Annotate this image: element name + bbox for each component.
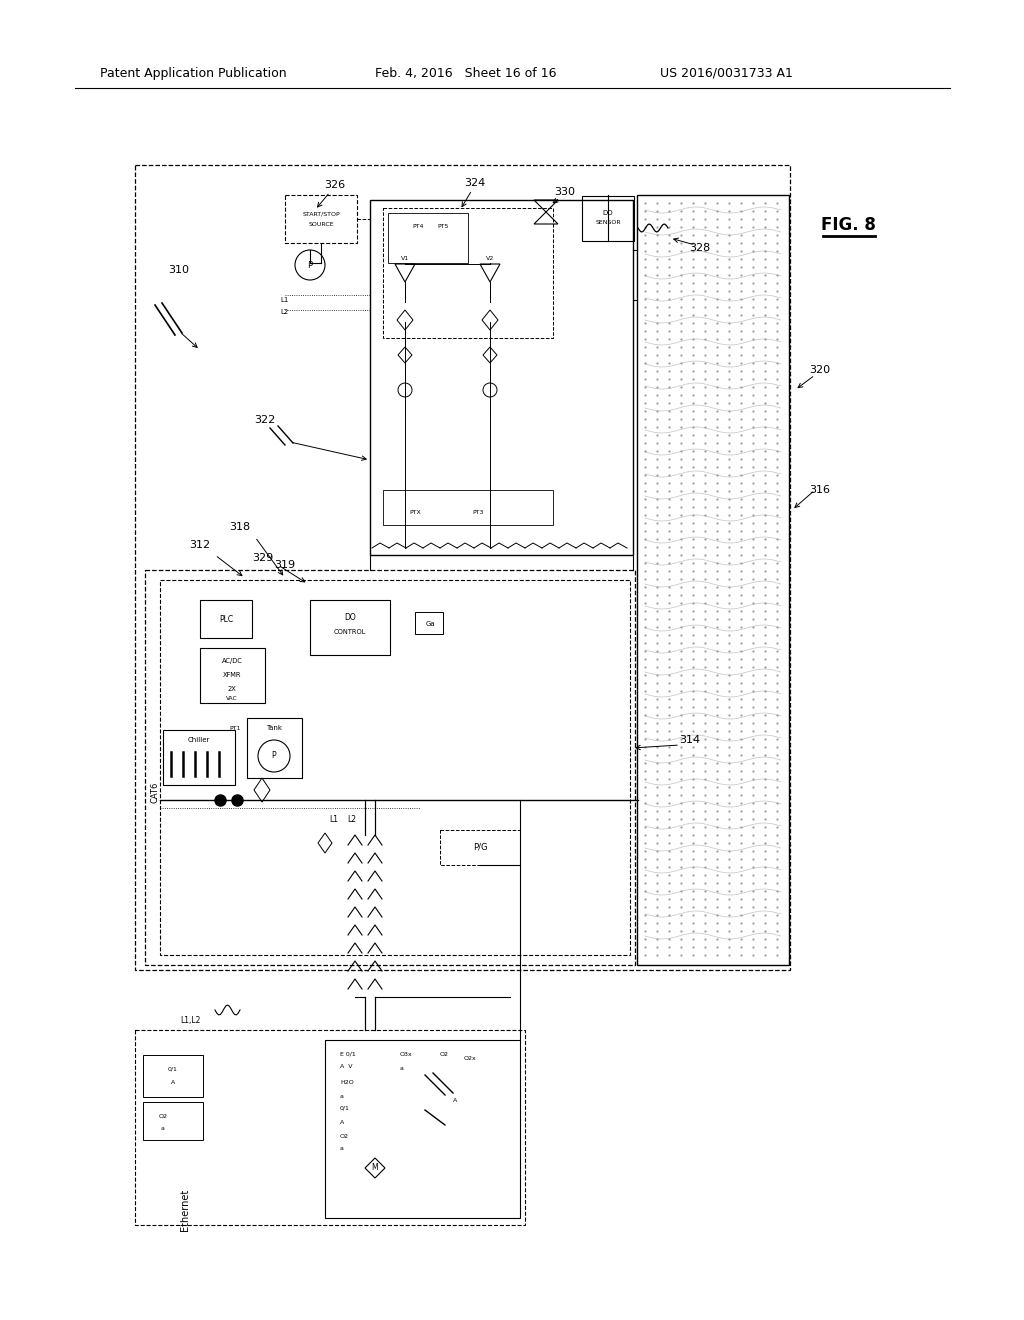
Text: Chiller: Chiller — [187, 737, 210, 743]
Text: 316: 316 — [810, 484, 830, 495]
Text: A  V: A V — [340, 1064, 352, 1068]
Bar — [388, 213, 468, 263]
Bar — [383, 490, 553, 525]
Text: PT3: PT3 — [472, 511, 483, 516]
Text: P: P — [271, 751, 276, 760]
Text: 0/1: 0/1 — [168, 1067, 178, 1072]
Bar — [200, 648, 265, 704]
Text: Ethernet: Ethernet — [180, 1189, 190, 1232]
Text: O3x: O3x — [400, 1052, 413, 1056]
Text: PT1: PT1 — [229, 726, 241, 730]
Text: 318: 318 — [229, 521, 251, 532]
Text: H2O: H2O — [340, 1080, 353, 1085]
Text: Tank: Tank — [266, 725, 282, 731]
Text: SOURCE: SOURCE — [308, 222, 334, 227]
Text: FIG. 8: FIG. 8 — [820, 216, 876, 234]
Bar — [143, 1055, 203, 1097]
Bar — [325, 1040, 520, 1218]
Text: 326: 326 — [325, 180, 345, 190]
Bar — [310, 601, 390, 655]
Text: AC/DC: AC/DC — [221, 657, 243, 664]
Text: 0/1: 0/1 — [340, 1106, 350, 1110]
Bar — [383, 209, 553, 338]
Text: A: A — [453, 1097, 457, 1102]
Text: PT5: PT5 — [437, 223, 449, 228]
Text: 312: 312 — [189, 540, 211, 550]
Bar — [582, 195, 634, 242]
Bar — [143, 1102, 203, 1140]
Text: a: a — [340, 1146, 344, 1151]
Bar — [285, 195, 357, 243]
Text: E 0/1: E 0/1 — [340, 1052, 355, 1056]
Bar — [135, 1030, 525, 1225]
Text: SENSOR: SENSOR — [595, 220, 621, 226]
Text: a: a — [340, 1093, 344, 1098]
Text: 320: 320 — [809, 366, 830, 375]
Text: A: A — [340, 1119, 344, 1125]
Text: V1: V1 — [401, 256, 409, 260]
Text: O2: O2 — [440, 1052, 449, 1056]
Text: P: P — [307, 260, 312, 269]
Text: VAC: VAC — [226, 697, 238, 701]
Text: Patent Application Publication: Patent Application Publication — [100, 66, 287, 79]
Text: a: a — [161, 1126, 165, 1130]
Text: 328: 328 — [689, 243, 711, 253]
Text: PTX: PTX — [410, 511, 421, 516]
Text: 324: 324 — [464, 178, 485, 187]
Text: L1: L1 — [330, 816, 339, 825]
Text: O2x: O2x — [464, 1056, 476, 1060]
Text: 314: 314 — [680, 735, 700, 744]
Text: P/G: P/G — [473, 842, 487, 851]
Text: Feb. 4, 2016   Sheet 16 of 16: Feb. 4, 2016 Sheet 16 of 16 — [375, 66, 556, 79]
Bar — [163, 730, 234, 785]
Text: Ga: Ga — [425, 620, 435, 627]
Text: 329: 329 — [252, 553, 273, 564]
Text: START/STOP: START/STOP — [302, 211, 340, 216]
Bar — [415, 612, 443, 634]
Text: L1: L1 — [280, 297, 289, 304]
Text: PT4: PT4 — [413, 223, 424, 228]
Bar — [440, 830, 520, 865]
Text: XFMR: XFMR — [223, 672, 242, 678]
Text: A: A — [171, 1081, 175, 1085]
Bar — [200, 601, 252, 638]
Text: 2X: 2X — [227, 686, 237, 692]
Bar — [247, 718, 302, 777]
Text: L1,L2: L1,L2 — [180, 1015, 200, 1024]
Text: L2: L2 — [280, 309, 288, 315]
Bar — [135, 165, 790, 970]
Text: L2: L2 — [347, 816, 356, 825]
Text: a: a — [400, 1065, 403, 1071]
Text: 319: 319 — [274, 560, 296, 570]
Text: CAT6: CAT6 — [151, 781, 160, 803]
Text: PLC: PLC — [219, 615, 233, 623]
Text: O2: O2 — [340, 1134, 349, 1138]
Text: O2: O2 — [159, 1114, 168, 1118]
Text: CONTROL: CONTROL — [334, 630, 367, 635]
Text: 310: 310 — [168, 265, 189, 275]
Bar — [160, 579, 630, 954]
Bar — [637, 195, 790, 965]
Bar — [370, 201, 633, 554]
Text: DO: DO — [603, 210, 613, 216]
Text: V2: V2 — [485, 256, 495, 260]
Text: US 2016/0031733 A1: US 2016/0031733 A1 — [660, 66, 793, 79]
Text: DO: DO — [344, 614, 356, 623]
Text: M: M — [372, 1163, 378, 1172]
Text: 322: 322 — [254, 414, 275, 425]
Bar — [145, 570, 635, 965]
Text: 330: 330 — [555, 187, 575, 197]
